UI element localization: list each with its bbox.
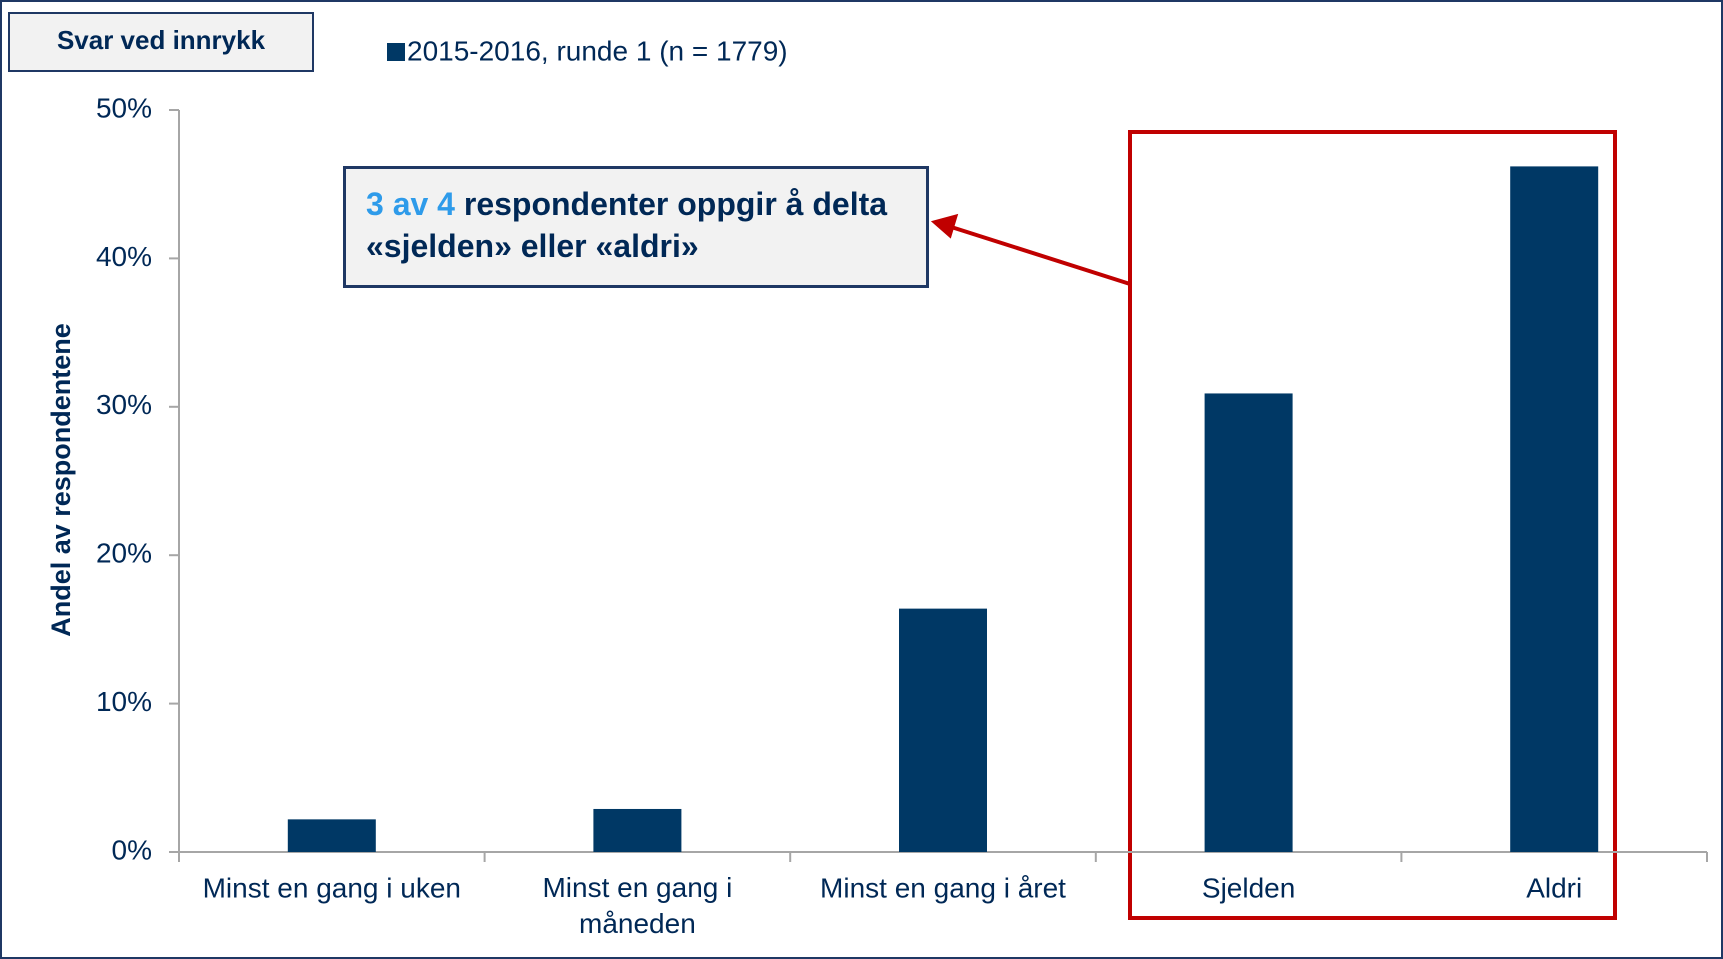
bar [593, 808, 682, 852]
x-tick-label: Aldri [1526, 872, 1582, 903]
y-tick-label: 40% [96, 241, 152, 272]
y-tick-label: 50% [96, 92, 152, 123]
arrow [944, 223, 1131, 286]
bar [899, 608, 987, 852]
x-tick-label: Minst en gang i uken [203, 872, 461, 903]
annotation-highlight: 3 av 4 [366, 186, 455, 222]
bar [1204, 393, 1293, 852]
legend-swatch [387, 43, 405, 61]
chart-title: Svar ved innrykk [57, 25, 266, 55]
y-tick-label: 30% [96, 389, 152, 420]
y-axis-label: Andel av respondentene [46, 323, 76, 637]
bar [287, 819, 376, 852]
highlight-box [1128, 130, 1617, 920]
x-tick-label: Minst en gang i måneden [542, 872, 732, 939]
annotation: 3 av 4 respondenter oppgir å delta «sjel… [343, 166, 929, 288]
x-tick-label: Sjelden [1202, 872, 1295, 903]
arrow-head [930, 213, 959, 239]
legend-label: 2015-2016, runde 1 (n = 1779) [407, 35, 788, 66]
y-tick-label: 20% [96, 538, 152, 569]
title-box [8, 12, 314, 72]
y-tick-label: 10% [96, 686, 152, 717]
y-tick-label: 0% [112, 834, 152, 865]
bar [1510, 166, 1599, 853]
x-tick-label: Minst en gang i året [820, 872, 1066, 903]
annotation-text: respondenter oppgir å delta «sjelden» el… [366, 186, 888, 264]
